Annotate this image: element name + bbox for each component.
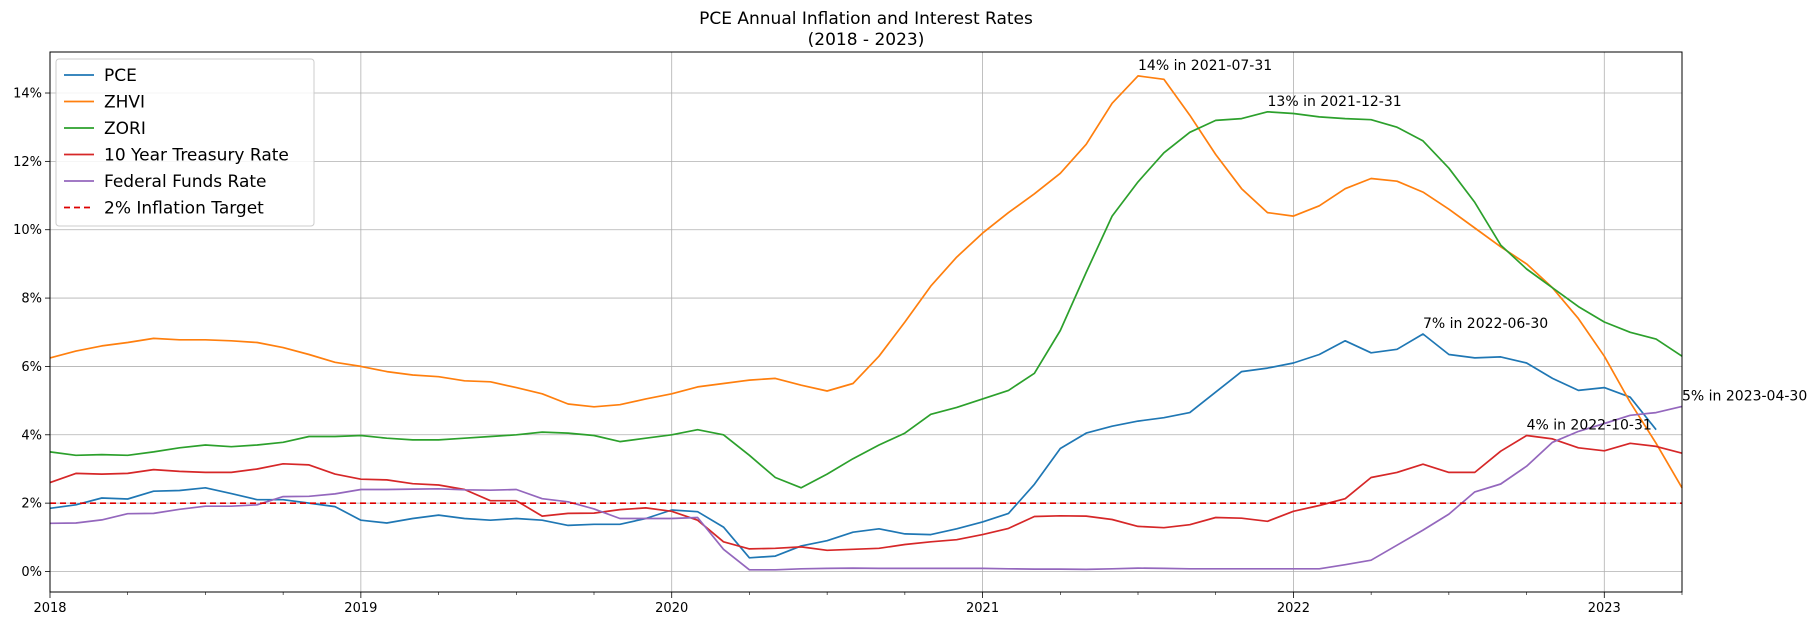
annotation-label: 7% in 2022-06-30 bbox=[1423, 316, 1548, 332]
legend-label: PCE bbox=[104, 66, 137, 86]
plot-frame bbox=[49, 51, 1683, 593]
x-tick-label: 2022 bbox=[1277, 601, 1310, 616]
x-tick-label: 2023 bbox=[1588, 601, 1621, 616]
y-tick-label: 2% bbox=[21, 497, 42, 512]
y-tick-label: 6% bbox=[21, 360, 42, 375]
annotations: 14% in 2021-07-31 13% in 2021-12-31 7% in … bbox=[1138, 58, 1807, 434]
legend-label: 2% Inflation Target bbox=[104, 199, 264, 219]
y-tick-label: 4% bbox=[21, 428, 42, 443]
series-line-zori bbox=[49, 110, 1683, 489]
annotation-label: 13% in 2021-12-31 bbox=[1268, 94, 1402, 110]
x-tick-label: 2021 bbox=[966, 601, 999, 616]
x-tick-label: 2019 bbox=[344, 601, 377, 616]
annotation-label: 14% in 2021-07-31 bbox=[1138, 58, 1272, 74]
chart-title: PCE Annual Inflation and Interest Rates bbox=[699, 9, 1033, 29]
legend-label: Federal Funds Rate bbox=[104, 172, 267, 192]
annotation-label: 5% in 2023-04-30 bbox=[1682, 388, 1807, 404]
series-line-10-year-treasury-rate bbox=[49, 434, 1683, 552]
chart-subtitle: (2018 - 2023) bbox=[808, 30, 925, 50]
legend: PCE ZHVI ZORI 10 Year Treasury Rate Federal … bbox=[55, 58, 315, 227]
x-tick-label: 2020 bbox=[655, 601, 688, 616]
legend-label: ZORI bbox=[104, 119, 146, 139]
y-tick-label: 0% bbox=[21, 565, 42, 580]
legend-box bbox=[55, 58, 315, 227]
y-tick-label: 8% bbox=[21, 292, 42, 307]
annotation-label: 4% in 2022-10-31 bbox=[1527, 417, 1652, 433]
series-line-zhvi bbox=[49, 75, 1683, 489]
y-tick-label: 10% bbox=[13, 223, 42, 238]
y-tick-label: 14% bbox=[13, 87, 42, 102]
legend-label: ZHVI bbox=[104, 93, 145, 113]
series-line-pce bbox=[49, 333, 1657, 559]
legend-label: 10 Year Treasury Rate bbox=[104, 146, 289, 166]
y-tick-label: 12% bbox=[13, 155, 42, 170]
series-lines bbox=[49, 75, 1683, 571]
y-axis-ticks: 0% 2% 4% 6% 8% 10% 12% 14% bbox=[13, 87, 50, 580]
series-line-federal-funds-rate bbox=[49, 405, 1683, 571]
x-tick-label: 2018 bbox=[33, 601, 66, 616]
x-axis-ticks: 2018 2019 2020 2021 2022 2023 bbox=[33, 592, 1683, 616]
